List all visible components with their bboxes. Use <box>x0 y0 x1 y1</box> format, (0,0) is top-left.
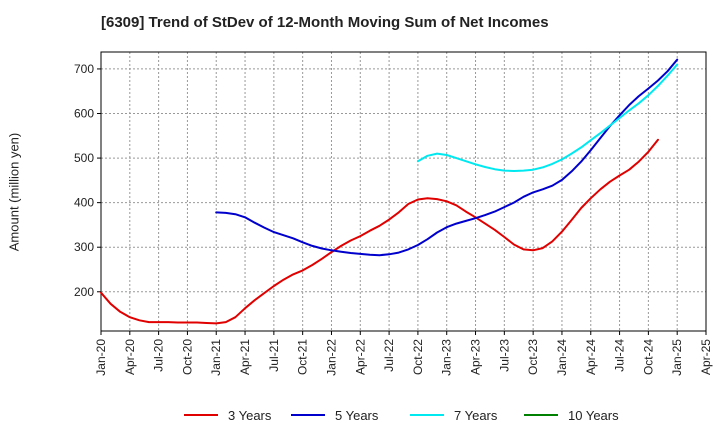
x-tick-label: Jan-24 <box>555 339 569 376</box>
x-tick-label: Jul-20 <box>152 339 166 372</box>
legend-label-7-years: 7 Years <box>454 407 498 423</box>
series-line-3-years <box>100 138 659 325</box>
x-tick-label: Jan-22 <box>324 339 338 376</box>
y-tick-label: 200 <box>74 285 94 299</box>
y-tick-label: 500 <box>74 151 94 165</box>
grid-layer <box>100 52 707 331</box>
x-tick-label: Oct-21 <box>296 339 310 375</box>
y-tick-label: 300 <box>74 240 94 254</box>
chart-title: [6309] Trend of StDev of 12-Month Moving… <box>101 14 549 31</box>
x-tick-label: Oct-23 <box>526 339 540 375</box>
legend-swatch-7-years <box>410 414 444 416</box>
y-tick-layer: 200 300 400 500 600 700 <box>74 62 101 299</box>
legend-swatch-5-years <box>291 414 325 416</box>
legend-item-3-years: 3 Years <box>184 405 271 425</box>
x-tick-label: Oct-22 <box>411 339 425 375</box>
x-tick-label: Jan-25 <box>670 339 684 376</box>
x-tick-label: Apr-20 <box>123 339 137 375</box>
x-tick-label: Apr-22 <box>353 339 367 375</box>
x-tick-label: Jan-23 <box>440 339 454 376</box>
y-tick-label: 600 <box>74 107 94 121</box>
x-tick-label: Jul-21 <box>267 339 281 372</box>
x-tick-label: Apr-24 <box>584 339 598 375</box>
legend-item-10-years: 10 Years <box>524 405 619 425</box>
y-tick-label: 400 <box>74 196 94 210</box>
legend-label-3-years: 3 Years <box>228 407 272 423</box>
x-tick-label: Jul-23 <box>497 339 511 372</box>
legend: 3 Years 5 Years 7 Years 10 Years <box>0 405 720 425</box>
x-tick-label: Jul-22 <box>382 339 396 372</box>
legend-swatch-10-years <box>524 414 558 416</box>
legend-label-10-years: 10 Years <box>568 407 619 423</box>
series-line-7-years <box>416 63 679 172</box>
x-tick-label: Jan-21 <box>209 339 223 376</box>
plot-area-frame <box>100 51 707 332</box>
x-tick-label: Apr-25 <box>699 339 713 375</box>
legend-label-5-years: 5 Years <box>335 407 379 423</box>
legend-item-7-years: 7 Years <box>410 405 497 425</box>
x-tick-label: Oct-24 <box>641 339 655 375</box>
series-line-5-years <box>215 58 679 257</box>
legend-swatch-3-years <box>184 414 218 416</box>
x-tick-label: Jan-20 <box>94 339 108 376</box>
x-tick-layer: Jan-20 Apr-20 Jul-20 Oct-20 Jan-21 Apr-21 Jul-… <box>94 331 713 376</box>
x-tick-label: Oct-20 <box>180 339 194 375</box>
series-layer <box>100 58 679 325</box>
x-tick-label: Jul-24 <box>613 339 627 372</box>
x-tick-label: Apr-23 <box>469 339 483 375</box>
x-tick-label: Apr-21 <box>238 339 252 375</box>
legend-item-5-years: 5 Years <box>291 405 378 425</box>
y-tick-label: 700 <box>74 62 94 76</box>
